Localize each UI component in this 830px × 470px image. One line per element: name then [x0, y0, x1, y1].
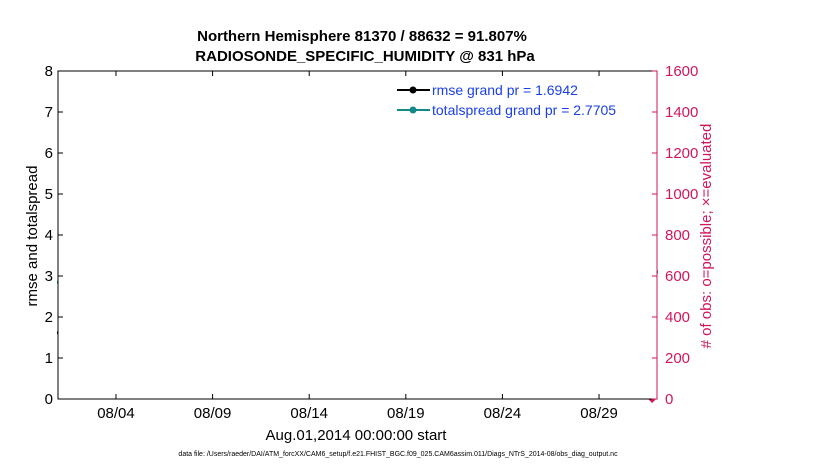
y-axis-label: rmse and totalspread	[24, 166, 41, 307]
x-tick-label: 08/04	[97, 405, 135, 422]
plot-frame	[57, 70, 658, 400]
legend-label-rmse: rmse grand pr = 1.6942	[432, 82, 578, 98]
x-tick-label: 08/29	[580, 405, 618, 422]
y-right-tick-label: 400	[665, 309, 690, 326]
chart-subtitle: RADIOSONDE_SPECIFIC_HUMIDITY @ 831 hPa	[195, 48, 535, 65]
y-right-tick-label: 600	[665, 268, 690, 285]
legend: rmse grand pr = 1.6942 totalspread grand…	[397, 82, 616, 118]
y-tick-label: 8	[45, 63, 53, 80]
y-tick-label: 2	[45, 309, 53, 326]
y-right-tick-label: 1600	[665, 63, 698, 80]
y-right-tick-label: 800	[665, 227, 690, 244]
legend-label-totalspread: totalspread grand pr = 2.7705	[432, 102, 616, 118]
y-right-tick-label: 1000	[665, 186, 698, 203]
y-tick-label: 7	[45, 104, 53, 121]
legend-marker-rmse	[409, 86, 417, 94]
y-tick-label: 6	[45, 145, 53, 162]
y-right-tick-label: 1200	[665, 145, 698, 162]
chart-title: Northern Hemisphere 81370 / 88632 = 91.8…	[197, 28, 527, 45]
y-right-tick-label: 0	[665, 391, 673, 408]
x-tick-label: 08/24	[484, 405, 522, 422]
y-right-tick-label: 200	[665, 350, 690, 367]
legend-marker-totalspread	[409, 106, 417, 114]
y-tick-label: 0	[45, 391, 53, 408]
y-right-tick-label: 1400	[665, 104, 698, 121]
y-tick-label: 4	[45, 227, 53, 244]
x-tick-label: 08/09	[194, 405, 232, 422]
y-tick-label: 5	[45, 186, 53, 203]
data-file-footer: data file: /Users/raeder/DAI/ATM_forcXX/…	[178, 451, 618, 458]
axis-layer: 0 1 2 3 4 5 6 7 8 0 200 400 600 800 1000 1200 1400 1600 08…	[45, 63, 699, 422]
y-tick-label: 1	[45, 350, 53, 367]
y-axis-label-right: # of obs: o=possible; ×=evaluated	[698, 124, 715, 349]
x-tick-label: 08/14	[290, 405, 328, 422]
x-tick-label: 08/19	[387, 405, 425, 422]
y-tick-label: 3	[45, 268, 53, 285]
x-axis-label: Aug.01,2014 00:00:00 start	[266, 427, 448, 444]
